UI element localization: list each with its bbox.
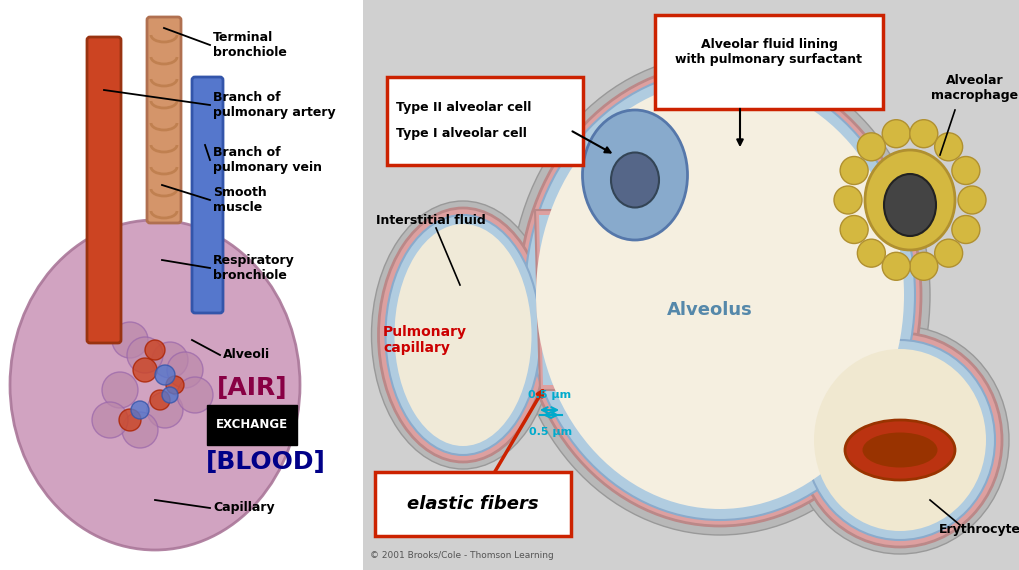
Ellipse shape <box>844 420 954 480</box>
Polygon shape <box>538 215 560 385</box>
Circle shape <box>152 342 187 378</box>
Circle shape <box>857 133 884 161</box>
Circle shape <box>122 412 158 448</box>
Ellipse shape <box>813 349 985 531</box>
Ellipse shape <box>610 153 658 207</box>
Text: 0.5 μm: 0.5 μm <box>528 390 571 400</box>
Text: Erythrocyte: Erythrocyte <box>938 523 1019 536</box>
Circle shape <box>834 186 861 214</box>
FancyBboxPatch shape <box>375 472 571 536</box>
Text: [AIR]: [AIR] <box>217 376 287 400</box>
FancyBboxPatch shape <box>87 37 121 343</box>
Circle shape <box>167 352 203 388</box>
Polygon shape <box>535 210 565 390</box>
Ellipse shape <box>10 220 300 550</box>
Text: Branch of
pulmonary vein: Branch of pulmonary vein <box>213 146 322 174</box>
Text: 0.5 μm: 0.5 μm <box>529 427 572 437</box>
Ellipse shape <box>525 70 914 520</box>
Circle shape <box>951 215 979 243</box>
FancyBboxPatch shape <box>386 77 583 165</box>
Bar <box>0 0 363 570</box>
Text: Alveoli: Alveoli <box>223 348 270 361</box>
Circle shape <box>150 390 170 410</box>
Circle shape <box>909 120 936 148</box>
Ellipse shape <box>371 201 554 469</box>
Ellipse shape <box>385 215 540 455</box>
Circle shape <box>933 133 962 161</box>
Ellipse shape <box>378 208 547 462</box>
FancyBboxPatch shape <box>147 17 180 223</box>
Ellipse shape <box>862 433 936 467</box>
Text: Pulmonary
capillary: Pulmonary capillary <box>382 325 467 355</box>
Ellipse shape <box>394 224 531 446</box>
Ellipse shape <box>883 174 935 236</box>
Text: elastic fibers: elastic fibers <box>407 495 538 513</box>
Text: Smooth
muscle: Smooth muscle <box>213 186 267 214</box>
Ellipse shape <box>790 326 1008 554</box>
Circle shape <box>147 392 182 428</box>
Text: EXCHANGE: EXCHANGE <box>216 418 287 431</box>
Text: Alveolar fluid lining
with pulmonary surfactant: Alveolar fluid lining with pulmonary sur… <box>675 38 862 66</box>
Circle shape <box>909 253 936 280</box>
Text: Interstitial fluid: Interstitial fluid <box>376 214 485 226</box>
Circle shape <box>957 186 985 214</box>
Ellipse shape <box>864 150 954 250</box>
Circle shape <box>112 322 148 358</box>
Circle shape <box>857 239 884 267</box>
Circle shape <box>166 376 183 394</box>
Circle shape <box>102 372 138 408</box>
Ellipse shape <box>510 55 929 535</box>
Text: [BLOOD]: [BLOOD] <box>206 450 325 474</box>
Ellipse shape <box>804 340 994 540</box>
Text: Respiratory
bronchiole: Respiratory bronchiole <box>213 254 294 282</box>
Circle shape <box>933 239 962 267</box>
Text: © 2001 Brooks/Cole - Thomson Learning: © 2001 Brooks/Cole - Thomson Learning <box>370 551 553 560</box>
Circle shape <box>881 120 909 148</box>
FancyBboxPatch shape <box>192 77 223 313</box>
Text: Alveolar
macrophage: Alveolar macrophage <box>930 74 1018 102</box>
Circle shape <box>132 358 157 382</box>
Circle shape <box>881 253 909 280</box>
Circle shape <box>119 409 141 431</box>
Text: Terminal
bronchiole: Terminal bronchiole <box>213 31 286 59</box>
Circle shape <box>840 215 867 243</box>
Circle shape <box>951 157 979 185</box>
Text: Alveolus: Alveolus <box>666 301 752 319</box>
Circle shape <box>162 387 178 403</box>
Circle shape <box>177 377 213 413</box>
Ellipse shape <box>797 333 1001 547</box>
Circle shape <box>92 402 127 438</box>
Ellipse shape <box>519 64 920 526</box>
Circle shape <box>145 340 165 360</box>
Text: Type I alveolar cell: Type I alveolar cell <box>395 127 527 140</box>
Circle shape <box>130 401 149 419</box>
FancyBboxPatch shape <box>654 15 882 109</box>
Bar <box>363 0 1019 570</box>
Text: Capillary: Capillary <box>213 502 274 515</box>
Circle shape <box>127 337 163 373</box>
Circle shape <box>840 157 867 185</box>
Ellipse shape <box>535 81 903 509</box>
Ellipse shape <box>582 110 687 240</box>
Circle shape <box>155 365 175 385</box>
Text: Branch of
pulmonary artery: Branch of pulmonary artery <box>213 91 335 119</box>
FancyBboxPatch shape <box>207 405 297 445</box>
Text: Type II alveolar cell: Type II alveolar cell <box>395 100 531 113</box>
